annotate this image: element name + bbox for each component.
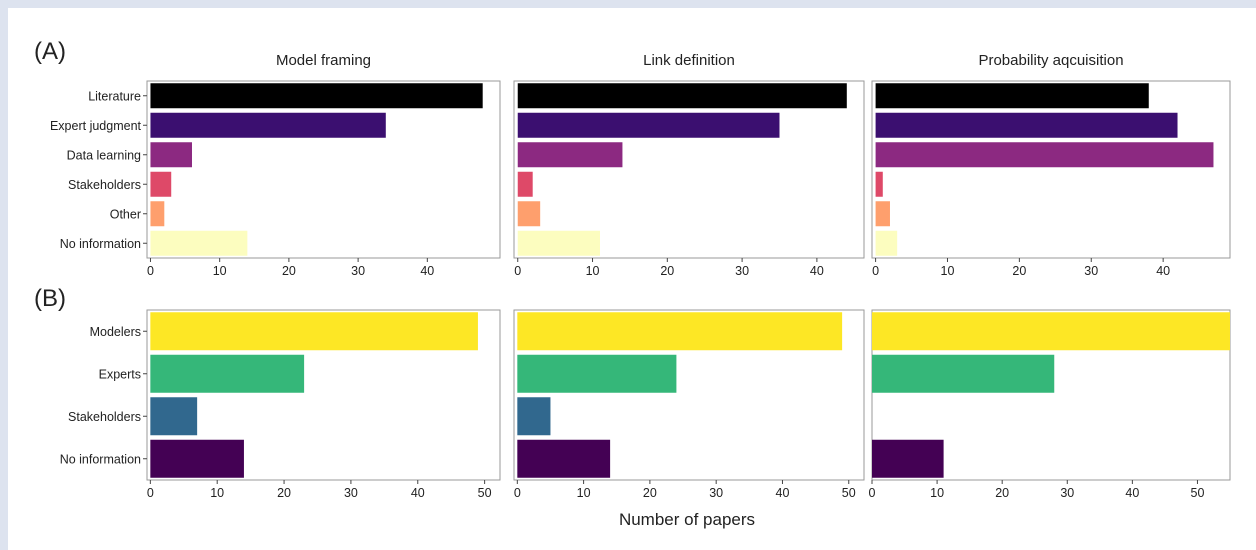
panel-label-a: (A) bbox=[34, 38, 66, 65]
x-tick-label: 30 bbox=[735, 264, 749, 278]
panel-title: Probability aqcuisition bbox=[978, 52, 1123, 69]
x-tick-label: 10 bbox=[210, 486, 224, 500]
x-tick-label: 30 bbox=[709, 486, 723, 500]
bar-stakeholders bbox=[875, 171, 883, 197]
panel-frame bbox=[513, 309, 865, 481]
y-tick-label: Stakeholders bbox=[68, 178, 141, 192]
x-tick-label: 50 bbox=[478, 486, 492, 500]
panel-b-2: 0 10 20 30 40 50 bbox=[513, 309, 865, 500]
bar-no-information bbox=[872, 439, 944, 478]
bar-literature bbox=[517, 83, 847, 109]
x-tick-label: 40 bbox=[1156, 264, 1170, 278]
x-tick-label: 30 bbox=[351, 264, 365, 278]
y-tick-label: No information bbox=[60, 452, 141, 466]
x-tick-label: 0 bbox=[147, 486, 154, 500]
x-tick-label: 0 bbox=[869, 486, 876, 500]
figure-frame: (A) (B) Number of papers Model framing Li… bbox=[8, 8, 1256, 550]
bar-literature bbox=[150, 83, 483, 109]
bar-modelers bbox=[872, 312, 1230, 351]
x-tick-label: 40 bbox=[776, 486, 790, 500]
panel-label-b: (B) bbox=[34, 285, 66, 312]
bar-modelers bbox=[517, 312, 843, 351]
x-tick-label: 0 bbox=[514, 486, 521, 500]
x-tick-label: 0 bbox=[872, 264, 879, 278]
panel-a-3: Probability aqcuisition 0 10 20 30 40 bbox=[871, 52, 1231, 278]
y-tick-label: Literature bbox=[88, 89, 141, 103]
bar-experts bbox=[517, 354, 677, 393]
x-tick-label: 30 bbox=[1060, 486, 1074, 500]
panel-title: Link definition bbox=[643, 52, 735, 69]
panel-frame bbox=[871, 309, 1231, 481]
y-tick-label: No information bbox=[60, 237, 141, 251]
y-tick-label: Other bbox=[110, 207, 141, 221]
panel-title: Model framing bbox=[276, 52, 371, 69]
x-tick-label: 20 bbox=[643, 486, 657, 500]
y-tick-label: Stakeholders bbox=[68, 410, 141, 424]
y-tick-label: Expert judgment bbox=[50, 119, 142, 133]
bar-no-information bbox=[150, 230, 248, 256]
y-tick-label: Data learning bbox=[67, 148, 141, 162]
x-tick-label: 20 bbox=[282, 264, 296, 278]
x-tick-label: 10 bbox=[941, 264, 955, 278]
bar-stakeholders bbox=[150, 397, 198, 436]
panel-frame bbox=[513, 80, 865, 259]
bar-modelers bbox=[150, 312, 478, 351]
panel-frame bbox=[146, 80, 501, 259]
x-tick-label: 0 bbox=[147, 264, 154, 278]
bar-no-information bbox=[517, 439, 611, 478]
panel-b-3: 0 10 20 30 40 50 bbox=[869, 309, 1231, 500]
bar-expert-judgment bbox=[517, 112, 780, 138]
panel-b-1: Modelers Experts Stakeholders No informatio… bbox=[60, 309, 501, 500]
figure-canvas: (A) (B) Number of papers Model framing Li… bbox=[34, 38, 1231, 529]
bar-no-information bbox=[150, 439, 244, 478]
panel-frame bbox=[871, 80, 1231, 259]
bar-no-information bbox=[875, 230, 898, 256]
x-tick-label: 30 bbox=[344, 486, 358, 500]
bar-expert-judgment bbox=[150, 112, 386, 138]
x-tick-label: 40 bbox=[810, 264, 824, 278]
x-tick-label: 40 bbox=[411, 486, 425, 500]
bar-stakeholders bbox=[150, 171, 172, 197]
x-tick-label: 30 bbox=[1084, 264, 1098, 278]
x-tick-label: 40 bbox=[1125, 486, 1139, 500]
panel-a-2: Link definition 0 10 20 30 40 bbox=[513, 52, 865, 278]
bar-experts bbox=[872, 354, 1055, 393]
bar-data-learning bbox=[517, 142, 623, 168]
bar-other bbox=[517, 201, 541, 227]
x-tick-label: 20 bbox=[277, 486, 291, 500]
x-tick-label: 0 bbox=[514, 264, 521, 278]
x-tick-label: 20 bbox=[995, 486, 1009, 500]
bar-other bbox=[875, 201, 890, 227]
bar-experts bbox=[150, 354, 305, 393]
bar-other bbox=[150, 201, 165, 227]
bar-literature bbox=[875, 83, 1149, 109]
bar-data-learning bbox=[150, 142, 192, 168]
x-tick-label: 10 bbox=[930, 486, 944, 500]
y-tick-label: Modelers bbox=[90, 325, 141, 339]
x-tick-label: 40 bbox=[420, 264, 434, 278]
x-tick-label: 10 bbox=[586, 264, 600, 278]
x-tick-label: 20 bbox=[1012, 264, 1026, 278]
x-tick-label: 10 bbox=[577, 486, 591, 500]
y-tick-label: Experts bbox=[99, 367, 141, 381]
bar-stakeholders bbox=[517, 397, 551, 436]
panel-a-1: Model framing Literature Expert judgment Da… bbox=[50, 52, 501, 278]
x-tick-label: 10 bbox=[213, 264, 227, 278]
bar-stakeholders bbox=[517, 171, 533, 197]
bar-no-information bbox=[517, 230, 601, 256]
chart-panels: Model framing Literature Expert judgment Da… bbox=[50, 52, 1231, 500]
x-tick-label: 20 bbox=[660, 264, 674, 278]
x-tick-label: 50 bbox=[1191, 486, 1205, 500]
bar-expert-judgment bbox=[875, 112, 1178, 138]
x-tick-label: 50 bbox=[842, 486, 856, 500]
panel-frame bbox=[146, 309, 501, 481]
shared-x-axis-label: Number of papers bbox=[619, 510, 755, 529]
bar-data-learning bbox=[875, 142, 1214, 168]
